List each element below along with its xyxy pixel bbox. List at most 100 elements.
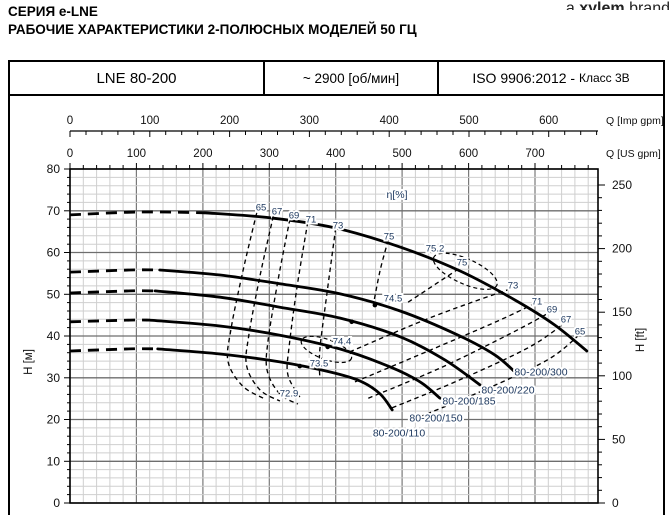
axis-h-ft: 0 50 100 150 200 250 H [ft]	[598, 178, 647, 510]
standard-cell: ISO 9906:2012 - Класс 3В	[439, 62, 663, 94]
efficiency-line-73-left	[318, 227, 337, 379]
efficiency-line-65-right	[411, 333, 581, 421]
efficiency-label: 73.5	[310, 359, 329, 370]
brand-text-a: a	[565, 0, 580, 10]
efficiency-line-71-right	[354, 302, 536, 383]
brand-text-xylem: xylem	[579, 0, 625, 10]
brand-text-rest: brand	[624, 0, 670, 10]
pump-curve-80-200/300	[203, 211, 589, 353]
model-label-80-200/110: 80-200/110	[373, 428, 426, 440]
svg-text:500: 500	[459, 115, 478, 127]
efficiency-label: 74.4	[333, 337, 352, 348]
svg-text:50: 50	[612, 432, 626, 446]
pump-curve-80-200/110	[156, 347, 394, 412]
model-label-80-200/220: 80-200/220	[481, 385, 534, 397]
standard-text: ISO 9906:2012 -	[472, 70, 579, 86]
svg-text:100: 100	[127, 148, 146, 160]
bep-markers	[297, 252, 498, 369]
svg-text:200: 200	[612, 242, 632, 256]
chart-grid	[69, 168, 598, 504]
efficiency-label: 69	[289, 211, 300, 222]
spec-header-table: LNE 80-200 ~ 2900 [об/мин] ISO 9906:2012…	[8, 60, 665, 96]
pump-curve-dashed-80-200/110	[69, 347, 158, 353]
svg-text:250: 250	[612, 178, 632, 192]
svg-text:H [ft]: H [ft]	[635, 328, 647, 352]
pump-model-cell: LNE 80-200	[10, 62, 265, 94]
pump-speed-cell: ~ 2900 [об/мин]	[265, 62, 439, 94]
efficiency-label: 65	[575, 327, 586, 338]
eta-unit-label: η[%]	[384, 187, 409, 203]
standard-class-text: Класс 3В	[578, 71, 630, 85]
svg-text:0: 0	[67, 148, 73, 160]
xylem-brand-logo: a xylem brand	[480, 0, 670, 10]
svg-text:700: 700	[525, 148, 544, 160]
svg-text:100: 100	[140, 115, 159, 127]
efficiency-line-65-left	[226, 212, 264, 399]
axis-q-imp-gpm: 0 100 200 300 400 500 600 Q [Imp gpm]	[67, 115, 664, 137]
pump-curve-dashed-80-200/185	[69, 289, 156, 295]
svg-text:200: 200	[220, 115, 239, 127]
bep-oval	[432, 252, 498, 290]
svg-text:600: 600	[539, 115, 558, 127]
pump-curve-dashed-80-200/220	[69, 268, 160, 274]
efficiency-label: 65	[256, 203, 267, 214]
page-subtitle: РАБОЧИЕ ХАРАКТЕРИСТИКИ 2-ПОЛЮСНЫХ МОДЕЛЕ…	[8, 22, 417, 37]
efficiency-line-73-right	[349, 287, 514, 353]
svg-text:100: 100	[612, 369, 632, 383]
efficiency-label: 67	[272, 207, 283, 218]
svg-text:80: 80	[47, 162, 61, 176]
svg-text:0: 0	[67, 115, 73, 127]
svg-text:Q [US gpm]: Q [US gpm]	[606, 148, 661, 160]
efficiency-line-71-left	[286, 221, 309, 398]
efficiency-lines	[226, 212, 581, 421]
svg-text:600: 600	[459, 148, 478, 160]
svg-text:400: 400	[326, 148, 345, 160]
svg-text:Q [Imp gpm]: Q [Imp gpm]	[606, 115, 664, 127]
svg-text:50: 50	[47, 287, 61, 301]
svg-text:300: 300	[260, 148, 279, 160]
efficiency-label: 75	[457, 258, 468, 269]
efficiency-label: 69	[547, 305, 558, 316]
efficiency-line-67-left	[245, 216, 281, 402]
svg-text:0: 0	[53, 496, 60, 510]
pump-curve-80-200/185	[153, 289, 482, 387]
efficiency-line-75-right	[407, 266, 462, 303]
svg-text:300: 300	[300, 115, 319, 127]
pump-curve-dashed-80-200/300	[69, 210, 205, 217]
svg-text:200: 200	[193, 148, 212, 160]
model-label-80-200/300: 80-200/300	[514, 367, 567, 379]
svg-text:400: 400	[380, 115, 399, 127]
svg-text:60: 60	[47, 246, 61, 260]
pump-curve-dashed-80-200/150	[69, 318, 150, 324]
efficiency-line-69-left	[265, 218, 299, 405]
pump-curve-80-200/220	[158, 268, 519, 376]
svg-text:20: 20	[47, 413, 61, 427]
chart-outer-box	[8, 96, 665, 515]
bep-oval	[300, 335, 353, 364]
efficiency-label: 72.9	[280, 389, 299, 400]
pump-curves	[69, 210, 589, 412]
efficiency-label: 75	[384, 232, 395, 243]
series-title: СЕРИЯ e-LNE	[8, 4, 98, 19]
svg-text:500: 500	[393, 148, 412, 160]
axis-q-us-gpm: 0 100 200 300 400 500 600 700 Q [US gpm]	[67, 148, 661, 169]
svg-text:30: 30	[47, 371, 61, 385]
efficiency-label: 74.5	[384, 294, 403, 305]
efficiency-line-69-right	[368, 310, 553, 399]
model-label-80-200/185: 80-200/185	[442, 396, 495, 408]
efficiency-label: 75.2	[426, 244, 445, 255]
svg-text:η[%]: η[%]	[386, 189, 407, 201]
efficiency-label: 73	[333, 221, 344, 232]
efficiency-label: 71	[306, 215, 317, 226]
efficiency-label: 71	[532, 297, 543, 308]
efficiency-line-75-left	[373, 239, 389, 301]
efficiency-label: 73	[508, 281, 519, 292]
svg-text:150: 150	[612, 305, 632, 319]
model-label-80-200/150: 80-200/150	[409, 413, 462, 425]
svg-text:H [м]: H [м]	[23, 349, 35, 375]
svg-text:40: 40	[47, 329, 61, 343]
svg-text:10: 10	[47, 454, 61, 468]
pump-curve-80-200/150	[148, 318, 442, 400]
